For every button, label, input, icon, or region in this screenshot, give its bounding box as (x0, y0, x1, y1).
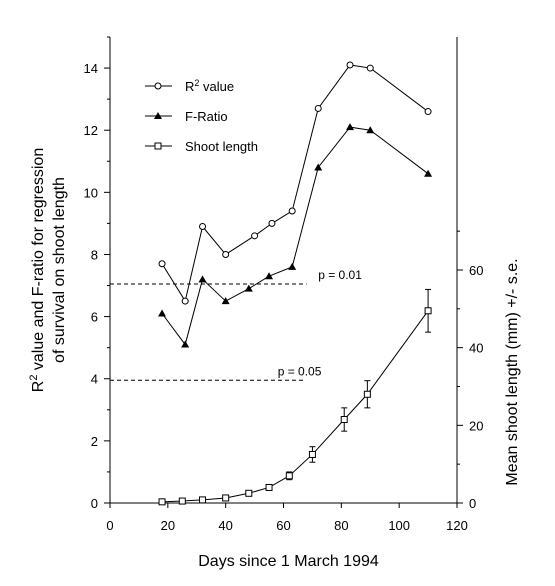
data-point (346, 123, 355, 131)
x-tick-label: 20 (161, 518, 175, 533)
data-point (285, 472, 293, 480)
x-tick-label: 120 (446, 518, 468, 533)
data-point (198, 275, 207, 283)
x-tick-label: 0 (106, 518, 113, 533)
y-left-tick-label: 8 (91, 247, 98, 262)
data-point (181, 340, 190, 348)
y-left-tick-label: 10 (84, 185, 98, 200)
axis-titles: Days since 1 March 1994 R2 value and F-ra… (28, 148, 521, 570)
data-point (424, 169, 433, 177)
data-point (199, 496, 207, 504)
series-circle (158, 61, 432, 305)
series-triangle (158, 123, 433, 348)
data-point (366, 64, 374, 72)
y-right-tick-label: 40 (469, 341, 483, 356)
y-left-tick-label: 12 (84, 123, 98, 138)
y-left-tick-label: 14 (84, 61, 98, 76)
data-point (288, 262, 297, 270)
x-tick-label: 100 (388, 518, 410, 533)
data-point (314, 104, 322, 112)
data-point (424, 307, 432, 315)
x-axis-title: Days since 1 March 1994 (198, 553, 379, 570)
y-left-tick-label: 6 (91, 310, 98, 325)
data-point (181, 297, 189, 305)
data-point (158, 309, 167, 317)
data-point (158, 260, 166, 268)
y-axis-left-title: R2 value and F-ratio for regression (28, 148, 47, 392)
data-point (288, 207, 296, 215)
y-left-tick-label: 0 (91, 496, 98, 511)
legend: R2 value F-Ratio Shoot length (145, 78, 258, 154)
data-point (265, 272, 274, 280)
y-axis-left-title-line2: of survival on shoot length (51, 177, 68, 363)
data-point (178, 497, 186, 505)
series-group (158, 61, 433, 506)
data-point (245, 489, 253, 497)
y-left-tick-label: 4 (91, 372, 98, 387)
series-line (161, 126, 429, 346)
legend-marker (154, 82, 162, 90)
data-point (222, 250, 230, 258)
reference-line-label: p = 0.01 (318, 268, 362, 282)
data-point (244, 284, 253, 292)
data-point (199, 223, 207, 231)
reference-line-label: p = 0.05 (278, 364, 322, 378)
data-point (346, 61, 354, 69)
data-point (221, 297, 230, 305)
data-point (363, 390, 371, 398)
y-right-tick-label: 20 (469, 418, 483, 433)
series-square (158, 288, 432, 506)
y-axis-right-title: Mean shoot length (mm) +/- s.e. (504, 258, 521, 485)
legend-label: R2 value (185, 78, 234, 94)
data-point (158, 498, 166, 506)
data-point (222, 494, 230, 502)
series-line (161, 64, 429, 303)
x-tick-label: 80 (334, 518, 348, 533)
data-point (366, 126, 375, 134)
x-tick-label: 60 (276, 518, 290, 533)
data-point (308, 450, 316, 458)
x-tick-label: 40 (218, 518, 232, 533)
data-point (265, 483, 273, 491)
y-right-tick-label: 60 (469, 263, 483, 278)
legend-label: F-Ratio (185, 109, 228, 124)
legend-marker (154, 142, 162, 150)
y-left-tick-label: 2 (91, 434, 98, 449)
y-right-tick-label: 0 (469, 496, 476, 511)
legend-label: Shoot length (185, 139, 258, 154)
data-point (268, 219, 276, 227)
data-point (424, 108, 432, 116)
data-point (314, 163, 323, 171)
reference-lines: p = 0.01 p = 0.05 (110, 268, 362, 381)
data-point (340, 416, 348, 424)
legend-marker (154, 112, 162, 119)
series-line (162, 310, 429, 503)
data-point (251, 232, 259, 240)
